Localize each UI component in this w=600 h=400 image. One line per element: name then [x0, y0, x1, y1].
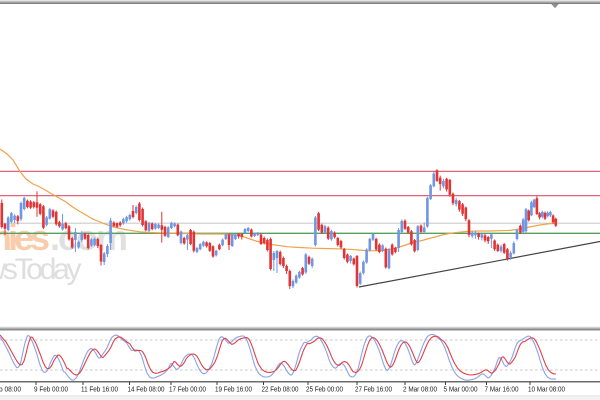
- svg-text:22 Feb 08:00: 22 Feb 08:00: [262, 385, 299, 394]
- svg-text:9 Feb 00:00: 9 Feb 00:00: [34, 385, 68, 394]
- svg-text:5 Mar 00:00: 5 Mar 00:00: [444, 385, 478, 394]
- svg-text:25 Feb 00:00: 25 Feb 00:00: [306, 385, 343, 394]
- svg-text:b 08:00: b 08:00: [0, 385, 21, 394]
- svg-text:17 Feb 00:00: 17 Feb 00:00: [169, 385, 206, 394]
- svg-text:11 Feb 16:00: 11 Feb 16:00: [81, 385, 118, 394]
- svg-text:10 Mar 08:00: 10 Mar 08:00: [528, 385, 565, 394]
- svg-text:14 Feb 08:00: 14 Feb 08:00: [128, 385, 165, 394]
- svg-text:7 Mar 16:00: 7 Mar 16:00: [485, 385, 519, 394]
- svg-text:19 Feb 16:00: 19 Feb 16:00: [215, 385, 252, 394]
- svg-text:2 Mar 08:00: 2 Mar 08:00: [403, 385, 437, 394]
- svg-text:wsToday: wsToday: [0, 253, 82, 286]
- svg-text:27 Feb 16:00: 27 Feb 16:00: [355, 385, 392, 394]
